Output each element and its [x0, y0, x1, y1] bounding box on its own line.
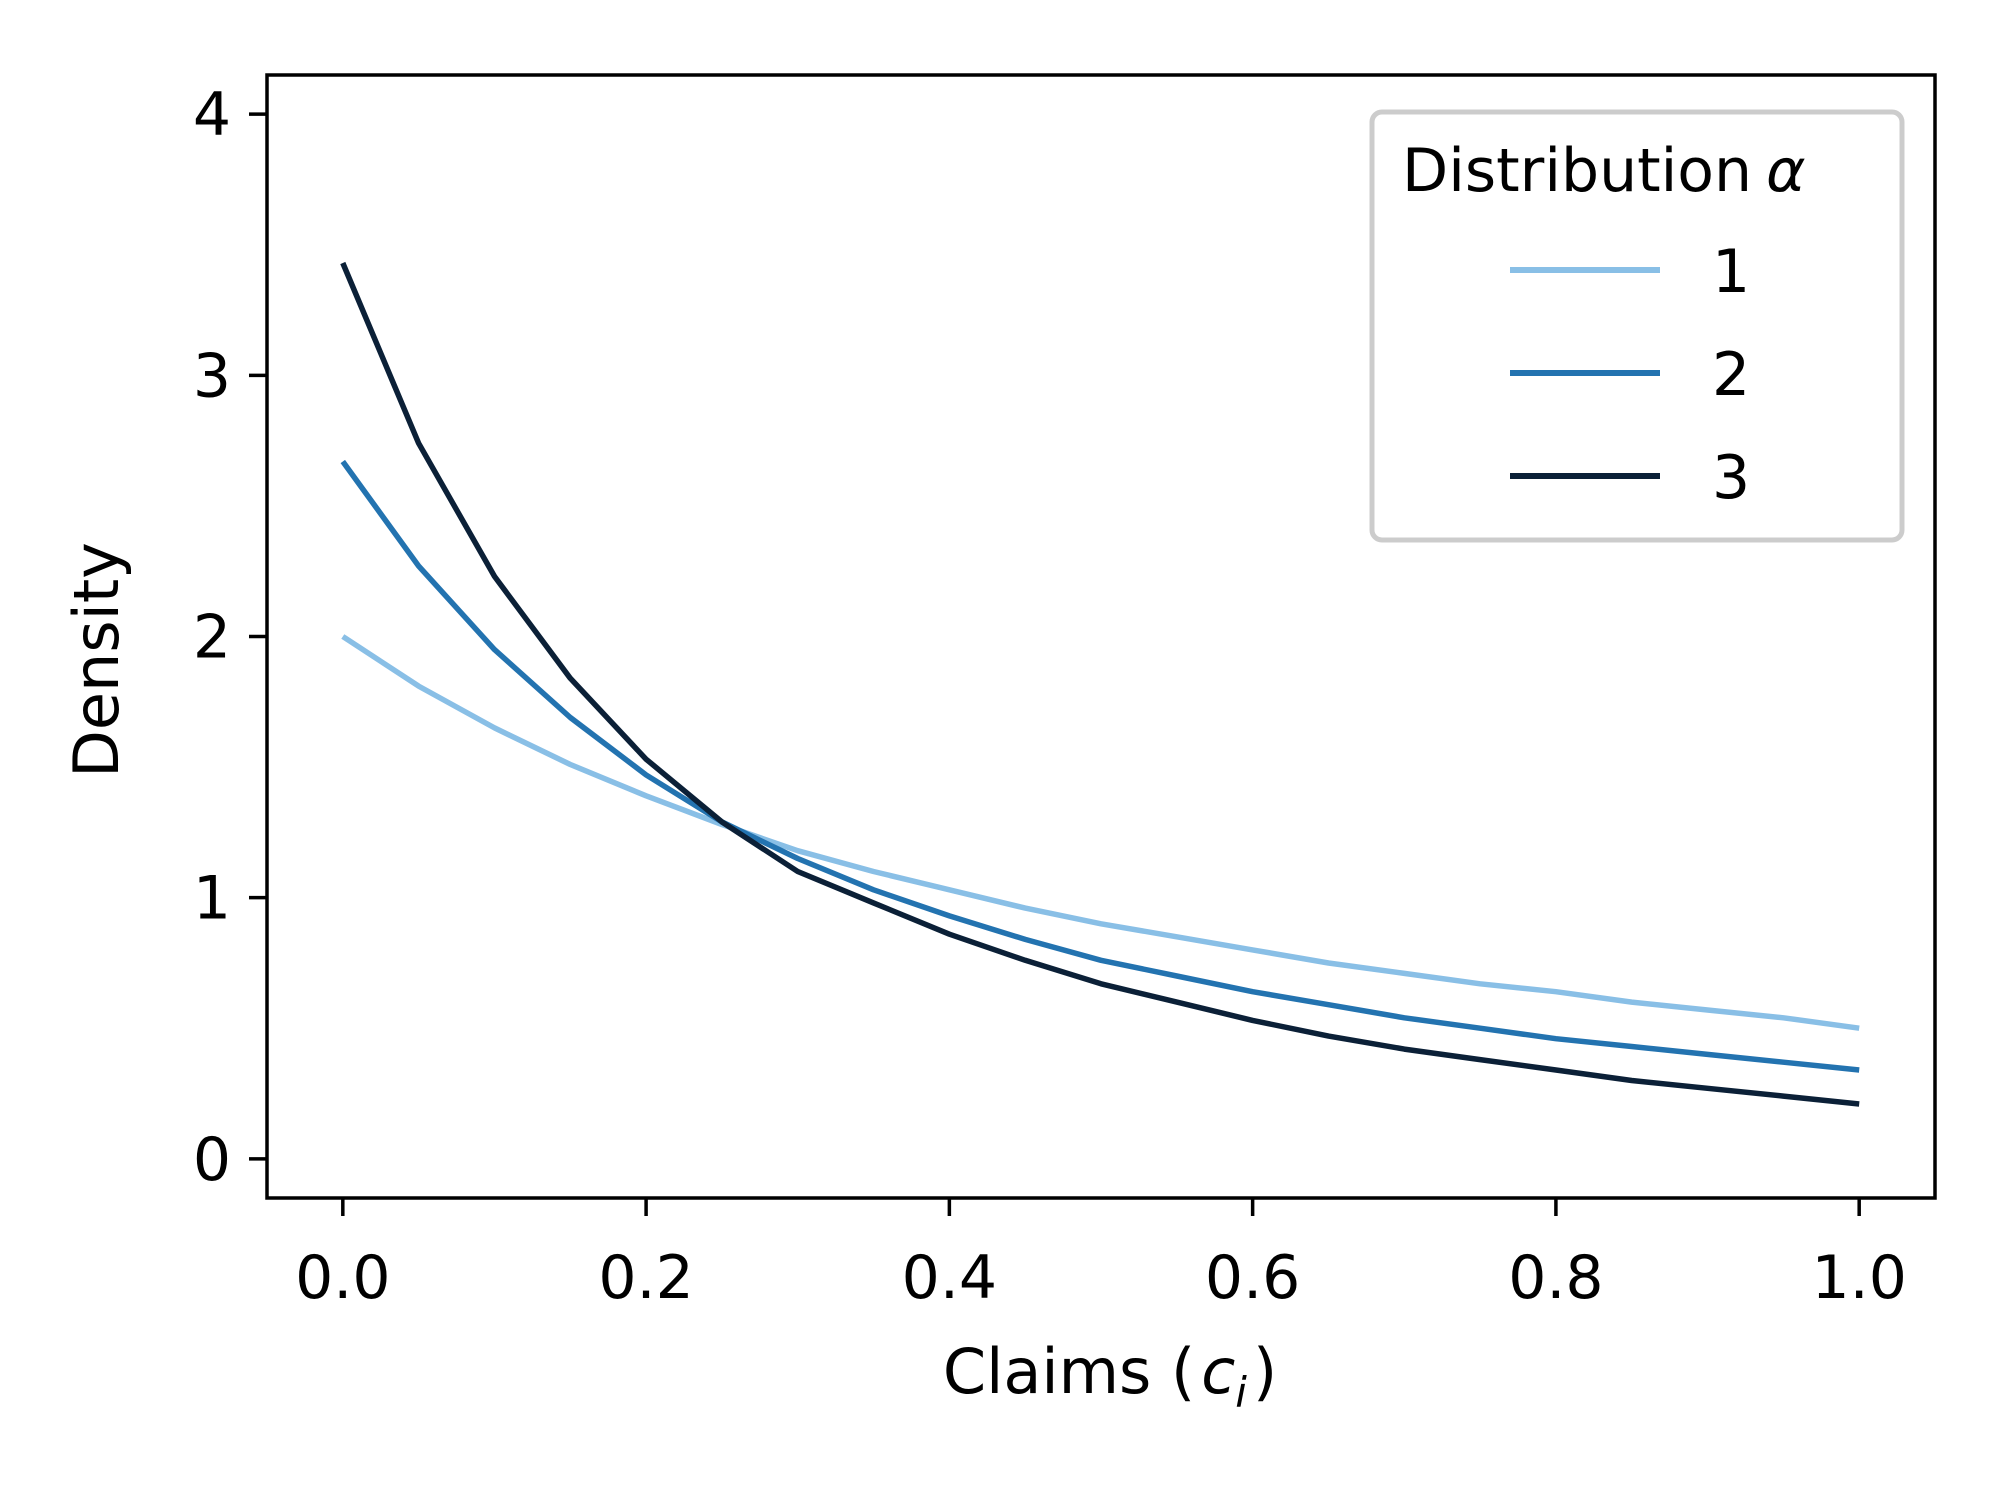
x-tick-label: 1.0: [1811, 1243, 1906, 1313]
x-axis-title-symbol: c: [1201, 1335, 1235, 1408]
y-tick-label: 3: [193, 341, 231, 411]
legend-label-1: 1: [1712, 237, 1750, 307]
legend: Distribution α 1 2 3: [1369, 109, 1905, 543]
legend-title-text: Distribution: [1402, 136, 1752, 206]
legend-entries: 1 2 3: [1510, 237, 1750, 513]
y-tick-label: 4: [193, 80, 231, 150]
legend-label-2: 2: [1712, 340, 1750, 410]
x-tick-label: 0.8: [1508, 1243, 1603, 1313]
series-line-3: [340, 261, 1860, 1107]
series-line-2: [340, 459, 1860, 1073]
legend-frame: [1369, 109, 1905, 543]
legend-title-symbol: α: [1766, 136, 1806, 206]
series-line-1: [341, 634, 1860, 1031]
x-tick-label: 0.2: [598, 1243, 693, 1313]
plot-area: [340, 261, 1860, 1107]
x-axis-title-main: Claims (: [943, 1335, 1195, 1408]
y-tick-label: 0: [193, 1125, 231, 1195]
y-tick-label: 2: [193, 603, 231, 673]
legend-label-3: 3: [1712, 443, 1750, 513]
legend-title: Distribution α: [1402, 136, 1806, 206]
x-tick-label: 0.0: [295, 1243, 390, 1313]
axes: 0.0 0.2 0.4 0.6 0.8 1.0 0 1 2 3 4: [193, 73, 1937, 1313]
x-axis-title: Claims (ci): [943, 1335, 1277, 1417]
x-axis-title-subscript: i: [1235, 1368, 1247, 1417]
y-tick-label: 1: [193, 864, 231, 934]
x-tick-label: 0.4: [902, 1243, 997, 1313]
x-tick-label: 0.6: [1205, 1243, 1300, 1313]
y-axis-title: Density: [60, 542, 133, 778]
x-axis-title-close: ): [1253, 1335, 1277, 1408]
